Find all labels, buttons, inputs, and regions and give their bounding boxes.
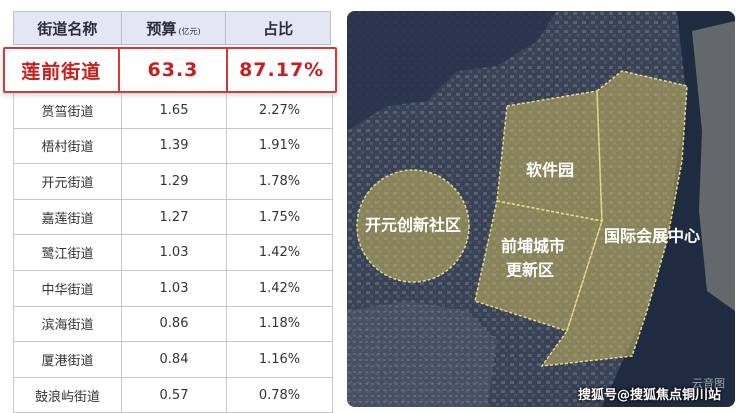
row-share: 2.27% [258, 102, 301, 118]
table-row: 筼筜街道 1.65 2.27% [14, 93, 332, 129]
label-convention: 国际会展中心 [604, 227, 700, 246]
row-budget: 1.03 [122, 235, 227, 270]
table-row: 开元街道 1.29 1.78% [14, 164, 332, 200]
row-name: 梧村街道 [14, 128, 122, 164]
header-budget-label: 预算 [146, 19, 177, 38]
corner-mark: 云音图 [692, 377, 725, 390]
label-software-park: 软件园 [526, 161, 574, 180]
row-share: 1.75% [258, 209, 301, 225]
row-share: 1.16% [258, 351, 301, 367]
header-budget: 预算 (亿元) [122, 12, 227, 44]
row-share: 0.78% [258, 387, 301, 403]
row-name: 鹭江街道 [14, 235, 122, 270]
label-kaiyuan: 开元创新社区 [365, 216, 461, 235]
row-budget: 0.86 [122, 306, 227, 342]
label-qianpu-2: 更新区 [506, 261, 554, 280]
water-north [347, 11, 557, 131]
row-share: 1.18% [258, 316, 301, 332]
row-share: 1.42% [258, 280, 301, 296]
satellite-map: 开元创新社区 软件园 前埔城市 更新区 国际会展中心 云音图 搜狐号@搜狐焦点铜… [347, 11, 735, 407]
table-row: 嘉莲街道 1.27 1.75% [14, 199, 332, 236]
zone-kaiyuan [356, 169, 470, 283]
header-name: 街道名称 [14, 12, 122, 44]
table-row: 鹭江街道 1.03 1.42% [14, 235, 332, 271]
highlight-name: 莲前街道 [5, 49, 120, 91]
row-name: 开元街道 [14, 164, 122, 199]
row-budget: 1.65 [122, 93, 227, 128]
table-row: 中华街道 1.03 1.42% [14, 270, 332, 307]
row-name: 嘉莲街道 [14, 199, 122, 235]
label-qianpu-1: 前埔城市 [501, 237, 565, 256]
row-name: 中华街道 [14, 270, 122, 306]
row-budget: 0.57 [122, 377, 227, 413]
table-row: 厦港街道 0.84 1.16% [14, 342, 332, 378]
row-name: 鼓浪屿街道 [14, 377, 122, 413]
row-name: 筼筜街道 [14, 93, 122, 128]
highlight-budget: 63.3 [120, 49, 229, 91]
header-share: 占比 [263, 19, 294, 38]
table-row: 梧村街道 1.39 1.91% [14, 128, 332, 165]
row-budget: 1.39 [122, 128, 227, 164]
row-share: 1.78% [258, 173, 301, 189]
row-budget: 1.29 [122, 164, 227, 199]
watermark: 搜狐号@搜狐焦点铜川站 [577, 388, 721, 403]
row-name: 滨海街道 [14, 306, 122, 342]
zone-software-park [496, 90, 603, 222]
map-canvas: 开元创新社区 软件园 前埔城市 更新区 国际会展中心 [347, 11, 735, 407]
row-budget: 0.84 [122, 342, 227, 377]
table-header: 街道名称 预算 (亿元) 占比 [13, 11, 331, 45]
zone-convention [540, 70, 688, 367]
table-row: 滨海街道 0.86 1.18% [14, 306, 332, 343]
table-body: 筼筜街道 1.65 2.27% 梧村街道 1.39 1.91% 开元街道 1.29 1.78% 嘉… [13, 93, 333, 413]
row-budget: 1.03 [122, 270, 227, 306]
beach [692, 21, 735, 311]
row-share: 1.42% [258, 245, 301, 261]
row-share: 1.91% [258, 138, 301, 154]
table-row: 鼓浪屿街道 0.57 0.78% [14, 377, 332, 413]
header-budget-unit: (亿元) [178, 26, 201, 36]
city-south [347, 301, 497, 407]
highlight-share: 87.17% [239, 59, 325, 81]
row-budget: 1.27 [122, 199, 227, 235]
highlight-row: 莲前街道 63.3 87.17% [3, 47, 337, 93]
row-name: 厦港街道 [14, 342, 122, 377]
